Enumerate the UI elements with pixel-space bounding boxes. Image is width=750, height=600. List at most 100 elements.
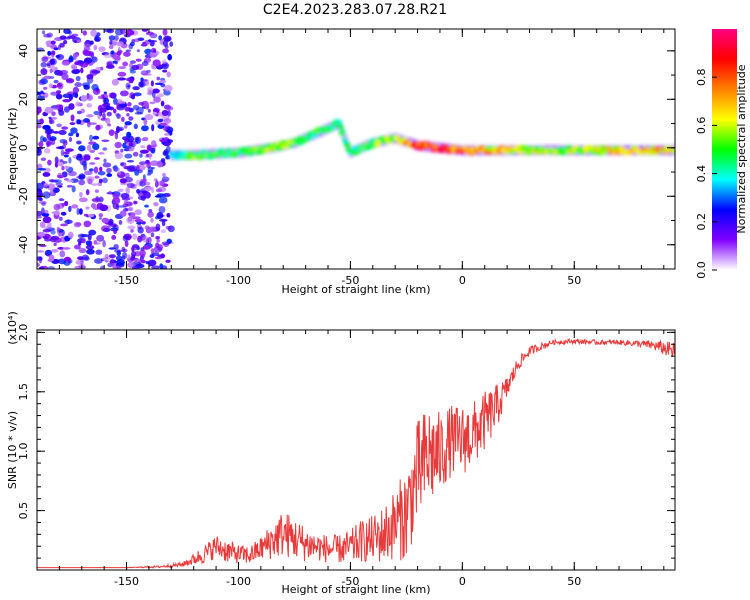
noise-speckle — [160, 228, 166, 234]
noise-speckle — [136, 49, 140, 53]
noise-speckle — [80, 233, 89, 238]
noise-speckle — [76, 110, 82, 115]
noise-speckle — [108, 190, 112, 195]
noise-speckle — [106, 111, 112, 117]
noise-speckle — [42, 172, 51, 177]
ridge-cell — [453, 144, 460, 150]
noise-speckle — [124, 240, 129, 247]
noise-speckle — [45, 250, 52, 255]
noise-speckle — [156, 211, 164, 219]
noise-speckle — [72, 86, 80, 94]
noise-speckle — [106, 173, 113, 178]
noise-speckle — [37, 250, 45, 253]
noise-speckle — [152, 59, 161, 67]
noise-speckle — [63, 39, 68, 45]
snr-series-line — [37, 337, 675, 569]
noise-speckle — [124, 146, 132, 149]
spectrogram-y-label: Frequency (Hz) — [6, 108, 19, 191]
noise-speckle — [142, 136, 149, 142]
noise-speckle — [48, 138, 55, 141]
noise-speckle — [133, 123, 138, 130]
noise-speckle — [144, 181, 151, 186]
noise-speckle — [165, 139, 174, 144]
noise-speckle — [92, 135, 100, 140]
noise-speckle — [161, 109, 169, 116]
noise-speckle — [47, 159, 52, 166]
noise-speckle — [146, 144, 152, 151]
noise-speckle — [159, 139, 168, 143]
noise-speckle — [78, 197, 88, 203]
noise-speckle — [37, 124, 42, 129]
noise-speckle — [138, 161, 147, 165]
noise-speckle — [156, 238, 160, 243]
noise-speckle — [86, 74, 94, 80]
noise-speckle — [120, 192, 130, 199]
noise-speckle — [99, 166, 103, 172]
noise-speckle — [166, 238, 172, 244]
noise-speckle — [58, 109, 65, 116]
noise-speckle — [126, 165, 135, 172]
noise-speckle — [107, 123, 111, 127]
noise-speckle — [53, 242, 57, 246]
noise-speckle — [83, 43, 92, 48]
noise-speckle — [164, 85, 173, 92]
noise-speckle — [98, 213, 104, 218]
noise-speckle — [136, 221, 142, 225]
noise-speckle — [97, 171, 106, 176]
noise-speckle — [94, 157, 100, 160]
noise-speckle — [89, 149, 96, 153]
noise-speckle — [62, 160, 68, 164]
noise-speckle — [37, 146, 41, 154]
noise-speckle — [158, 205, 166, 214]
spectrogram-x-ticks: -150 -100 -50 0 50 — [36, 29, 665, 287]
colorbar-tick-label: 0.0 — [695, 261, 708, 279]
snr-y-tick-label: 1.5 — [17, 383, 30, 401]
noise-speckle — [57, 258, 67, 265]
noise-speckle — [69, 122, 76, 126]
noise-speckle — [125, 49, 132, 53]
noise-speckle — [90, 203, 97, 209]
noise-speckle — [56, 226, 60, 232]
noise-speckle — [142, 73, 152, 76]
snr-x-tick-label: -50 — [341, 575, 359, 588]
noise-speckle — [82, 49, 90, 56]
noise-speckle — [112, 60, 118, 64]
noise-speckle — [58, 129, 67, 136]
noise-speckle — [61, 203, 65, 207]
snr-y-tick-label: 1.0 — [17, 442, 30, 460]
noise-speckle — [82, 30, 88, 36]
noise-speckle — [93, 44, 98, 51]
noise-speckle — [162, 69, 168, 73]
noise-speckle — [151, 91, 156, 98]
ridge-cell — [335, 119, 343, 125]
noise-speckle — [145, 159, 150, 164]
noise-speckle — [158, 196, 168, 204]
noise-speckle — [76, 119, 82, 125]
noise-speckle — [62, 140, 68, 146]
noise-speckle — [117, 171, 122, 175]
snr-y-label: SNR (10 * v/v) — [6, 411, 19, 489]
noise-speckle — [86, 144, 92, 151]
noise-speckle — [101, 139, 110, 143]
noise-speckle — [124, 172, 130, 179]
noise-speckle — [134, 209, 142, 216]
noise-speckle — [149, 226, 157, 233]
noise-speckle — [41, 207, 45, 215]
noise-speckle — [37, 167, 46, 171]
noise-speckle — [83, 220, 92, 228]
noise-speckle — [114, 132, 119, 140]
noise-speckle — [127, 216, 133, 222]
noise-speckle — [133, 200, 138, 205]
noise-speckle — [91, 56, 98, 63]
noise-speckle — [73, 221, 82, 228]
noise-speckle — [58, 198, 65, 202]
snr-x-label: Height of straight line (km) — [281, 583, 430, 596]
noise-speckle — [42, 216, 52, 224]
noise-speckle — [43, 33, 51, 38]
noise-speckle — [47, 183, 56, 191]
noise-speckle — [117, 77, 127, 81]
noise-speckle — [129, 69, 136, 74]
noise-speckle — [159, 79, 167, 84]
noise-speckle — [42, 92, 49, 98]
noise-speckle — [68, 56, 74, 63]
